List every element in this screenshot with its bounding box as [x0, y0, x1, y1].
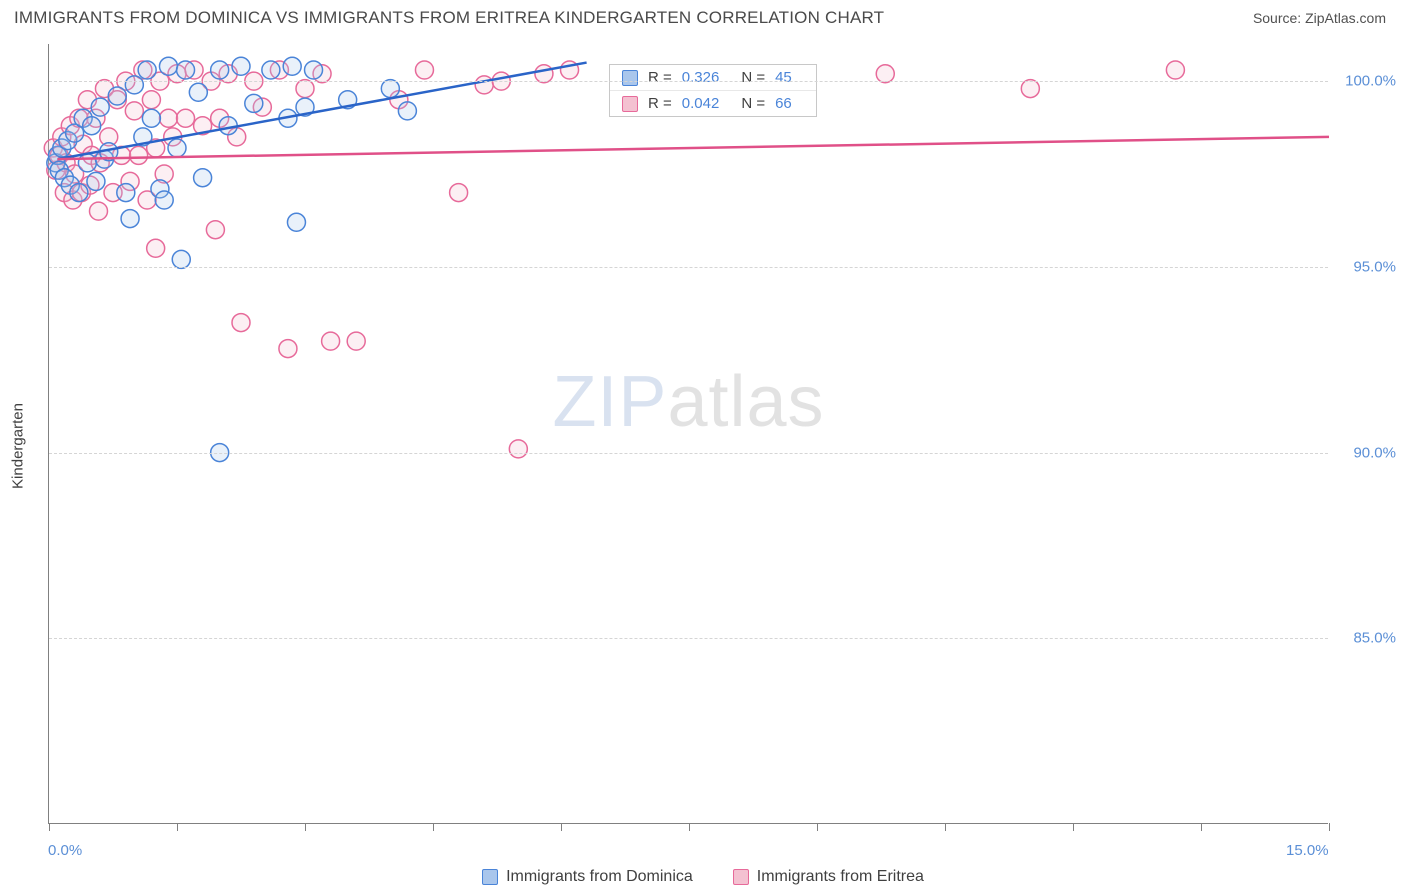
- scatter-point: [189, 83, 207, 101]
- scatter-point: [232, 314, 250, 332]
- scatter-point: [117, 184, 135, 202]
- x-tick: [689, 823, 690, 831]
- series-legend: Immigrants from Dominica Immigrants from …: [0, 868, 1406, 886]
- x-tick: [817, 823, 818, 831]
- stat-n-label: N =: [741, 95, 765, 112]
- scatter-point: [168, 139, 186, 157]
- stat-row: R = 0.326 N = 45: [610, 65, 816, 90]
- x-axis-max-label: 15.0%: [1286, 842, 1329, 859]
- correlation-legend: R = 0.326 N = 45 R = 0.042 N = 66: [609, 64, 817, 117]
- plot-area: ZIPatlas R =0.326N =45R =0.042N =66 85.0…: [48, 44, 1328, 824]
- scatter-point: [89, 202, 107, 220]
- gridline: [49, 81, 1328, 82]
- stat-n-value: 66: [775, 95, 792, 112]
- y-tick-label: 95.0%: [1336, 258, 1396, 275]
- legend-swatch: [622, 70, 638, 86]
- x-tick: [1329, 823, 1330, 831]
- y-axis-title: Kindergarten: [10, 403, 27, 489]
- gridline: [49, 638, 1328, 639]
- scatter-point: [535, 65, 553, 83]
- scatter-point: [87, 172, 105, 190]
- legend-swatch: [733, 869, 749, 885]
- x-tick: [177, 823, 178, 831]
- chart-title: IMMIGRANTS FROM DOMINICA VS IMMIGRANTS F…: [14, 8, 884, 28]
- scatter-point: [121, 210, 139, 228]
- scatter-point: [1021, 80, 1039, 98]
- stat-n-value: 45: [775, 69, 792, 86]
- scatter-point: [159, 57, 177, 75]
- x-tick: [945, 823, 946, 831]
- legend-label: Immigrants from Dominica: [506, 868, 693, 886]
- stat-row: R = 0.042 N = 66: [610, 90, 816, 116]
- scatter-point: [70, 184, 88, 202]
- scatter-point: [147, 239, 165, 257]
- x-tick: [49, 823, 50, 831]
- scatter-point: [509, 440, 527, 458]
- x-tick: [1073, 823, 1074, 831]
- scatter-point: [450, 184, 468, 202]
- scatter-point: [296, 80, 314, 98]
- scatter-point: [108, 87, 126, 105]
- scatter-point: [138, 61, 156, 79]
- chart-header: IMMIGRANTS FROM DOMINICA VS IMMIGRANTS F…: [0, 0, 1406, 34]
- y-tick-label: 90.0%: [1336, 444, 1396, 461]
- scatter-point: [78, 154, 96, 172]
- x-axis-min-label: 0.0%: [48, 842, 82, 859]
- scatter-point: [206, 221, 224, 239]
- scatter-point: [398, 102, 416, 120]
- legend-label: Immigrants from Eritrea: [757, 868, 924, 886]
- scatter-point: [142, 91, 160, 109]
- scatter-point: [279, 340, 297, 358]
- scatter-point: [876, 65, 894, 83]
- x-tick: [433, 823, 434, 831]
- scatter-point: [130, 146, 148, 164]
- scatter-point: [381, 80, 399, 98]
- stat-n-label: N =: [741, 69, 765, 86]
- x-tick: [1201, 823, 1202, 831]
- x-tick: [561, 823, 562, 831]
- stat-r-label: R =: [648, 69, 672, 86]
- x-tick: [305, 823, 306, 831]
- y-tick-label: 100.0%: [1336, 73, 1396, 90]
- scatter-svg: [49, 44, 1328, 823]
- scatter-point: [83, 117, 101, 135]
- scatter-point: [347, 332, 365, 350]
- scatter-point: [245, 94, 263, 112]
- scatter-point: [283, 57, 301, 75]
- legend-item: Immigrants from Eritrea: [733, 868, 924, 886]
- stat-r-label: R =: [648, 95, 672, 112]
- scatter-point: [172, 250, 190, 268]
- scatter-point: [159, 109, 177, 127]
- scatter-point: [322, 332, 340, 350]
- scatter-point: [177, 61, 195, 79]
- legend-swatch: [482, 869, 498, 885]
- gridline: [49, 267, 1328, 268]
- scatter-point: [125, 102, 143, 120]
- y-tick-label: 85.0%: [1336, 630, 1396, 647]
- gridline: [49, 453, 1328, 454]
- legend-swatch: [622, 96, 638, 112]
- scatter-point: [1166, 61, 1184, 79]
- scatter-point: [211, 61, 229, 79]
- scatter-point: [415, 61, 433, 79]
- stat-r-value: 0.326: [682, 69, 720, 86]
- scatter-point: [232, 57, 250, 75]
- trend-line: [58, 137, 1329, 159]
- scatter-point: [177, 109, 195, 127]
- scatter-point: [475, 76, 493, 94]
- stat-r-value: 0.042: [682, 95, 720, 112]
- scatter-point: [91, 98, 109, 116]
- scatter-point: [125, 76, 143, 94]
- chart-source: Source: ZipAtlas.com: [1253, 10, 1386, 26]
- scatter-point: [155, 191, 173, 209]
- scatter-point: [194, 169, 212, 187]
- legend-item: Immigrants from Dominica: [482, 868, 693, 886]
- scatter-point: [305, 61, 323, 79]
- scatter-point: [287, 213, 305, 231]
- scatter-point: [142, 109, 160, 127]
- scatter-point: [262, 61, 280, 79]
